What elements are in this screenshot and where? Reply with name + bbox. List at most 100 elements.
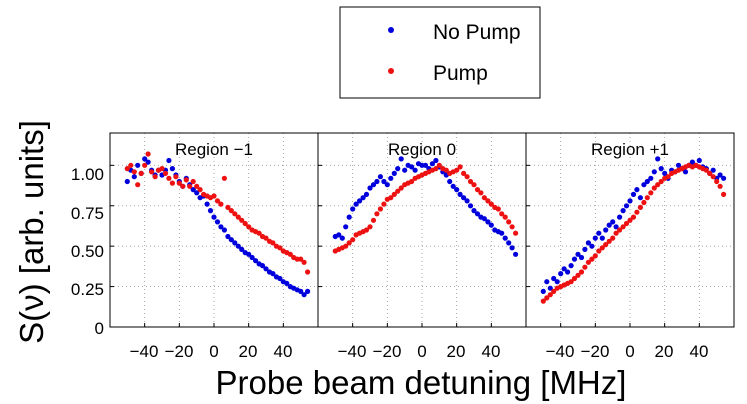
point-pump [589,256,595,262]
point-no-pump [221,227,227,233]
point-no-pump [554,279,560,285]
point-pump [637,204,644,210]
point-no-pump [225,233,231,240]
point-no-pump [135,162,141,168]
point-no-pump [343,224,349,230]
legend-marker-no-pump [388,27,394,33]
y-tick-label: 0.75 [71,204,104,223]
point-pump [613,230,619,236]
point-pump [499,211,505,217]
legend-marker-pump [388,68,394,74]
point-no-pump [589,243,595,249]
point-pump [211,193,217,199]
point-pump [648,190,654,196]
point-pump [287,251,293,257]
point-no-pump [357,198,363,204]
x-tick-label: 0 [209,342,218,361]
panel-grid [526,133,734,328]
panel-region-0: Region 0 −40 −20 0 20 40 [317,132,527,361]
point-pump [305,269,311,275]
point-no-pump [630,191,637,197]
point-pump [350,237,356,243]
panel-grid [110,133,318,328]
point-no-pump [488,222,494,228]
point-pump [571,275,578,282]
x-tick-label: −40 [338,342,367,361]
point-pump [135,182,141,188]
point-pump [665,174,671,180]
point-pump [214,198,221,204]
point-pump [620,224,626,230]
point-no-pump [592,235,598,241]
point-no-pump [578,254,585,261]
point-pump [370,217,377,223]
y-tick-label: 0.25 [71,280,104,299]
point-no-pump [561,266,567,272]
point-no-pump [571,256,578,262]
point-no-pump [558,271,564,277]
point-pump [568,279,574,285]
point-no-pump [610,219,616,225]
point-pump [242,220,248,227]
point-pump [142,162,148,168]
point-pump [655,182,661,188]
point-no-pump [481,216,487,222]
x-tick-labels: −40 −20 0 20 40 [546,342,709,361]
point-pump [644,195,650,201]
point-no-pump [384,182,390,188]
point-pump [474,187,481,193]
legend-label-no-pump: No Pump [433,21,521,44]
point-no-pump [540,288,546,294]
point-pump [582,264,588,270]
point-pump [225,204,231,210]
point-no-pump [169,166,175,172]
point-pump [277,245,283,251]
point-pump [623,220,630,227]
point-pump [443,167,449,173]
point-no-pump [377,174,383,180]
point-no-pump [350,206,356,212]
point-no-pump [398,156,404,162]
point-no-pump [644,178,650,185]
point-pump [187,183,193,189]
point-no-pump [485,219,491,225]
point-no-pump [422,162,429,168]
point-pump [270,240,276,246]
point-no-pump [249,254,255,261]
point-no-pump [246,251,252,257]
point-no-pump [575,251,581,257]
point-pump [169,180,175,186]
point-no-pump [391,170,397,176]
x-tick-label: 20 [655,342,674,361]
point-pump [551,288,557,294]
point-pump [436,162,442,168]
point-no-pump [381,178,387,185]
point-no-pump [124,178,130,185]
point-no-pump [363,191,370,197]
point-pump [367,224,373,230]
point-pump [128,162,134,168]
point-pump [596,248,602,254]
point-pump [599,245,605,251]
point-pump [395,188,401,194]
legend-label-pump: Pump [433,62,488,85]
point-no-pump [641,182,647,188]
point-pump [176,180,182,186]
y-tick-label: 1.00 [71,165,104,184]
point-pump [658,178,664,185]
y-tick-label: 0 [95,319,104,338]
point-pump [256,230,262,236]
point-pump [246,224,252,230]
point-no-pump [471,208,477,214]
point-pump [617,227,623,233]
point-pump [547,292,553,298]
point-pump [228,208,234,214]
point-pump [149,169,155,175]
point-no-pump [617,214,623,220]
point-pump [464,174,470,180]
point-no-pump [721,175,727,181]
point-no-pump [651,169,657,175]
point-pump [703,167,709,173]
point-no-pump [370,182,377,188]
panel-title: Region 0 [388,140,456,159]
